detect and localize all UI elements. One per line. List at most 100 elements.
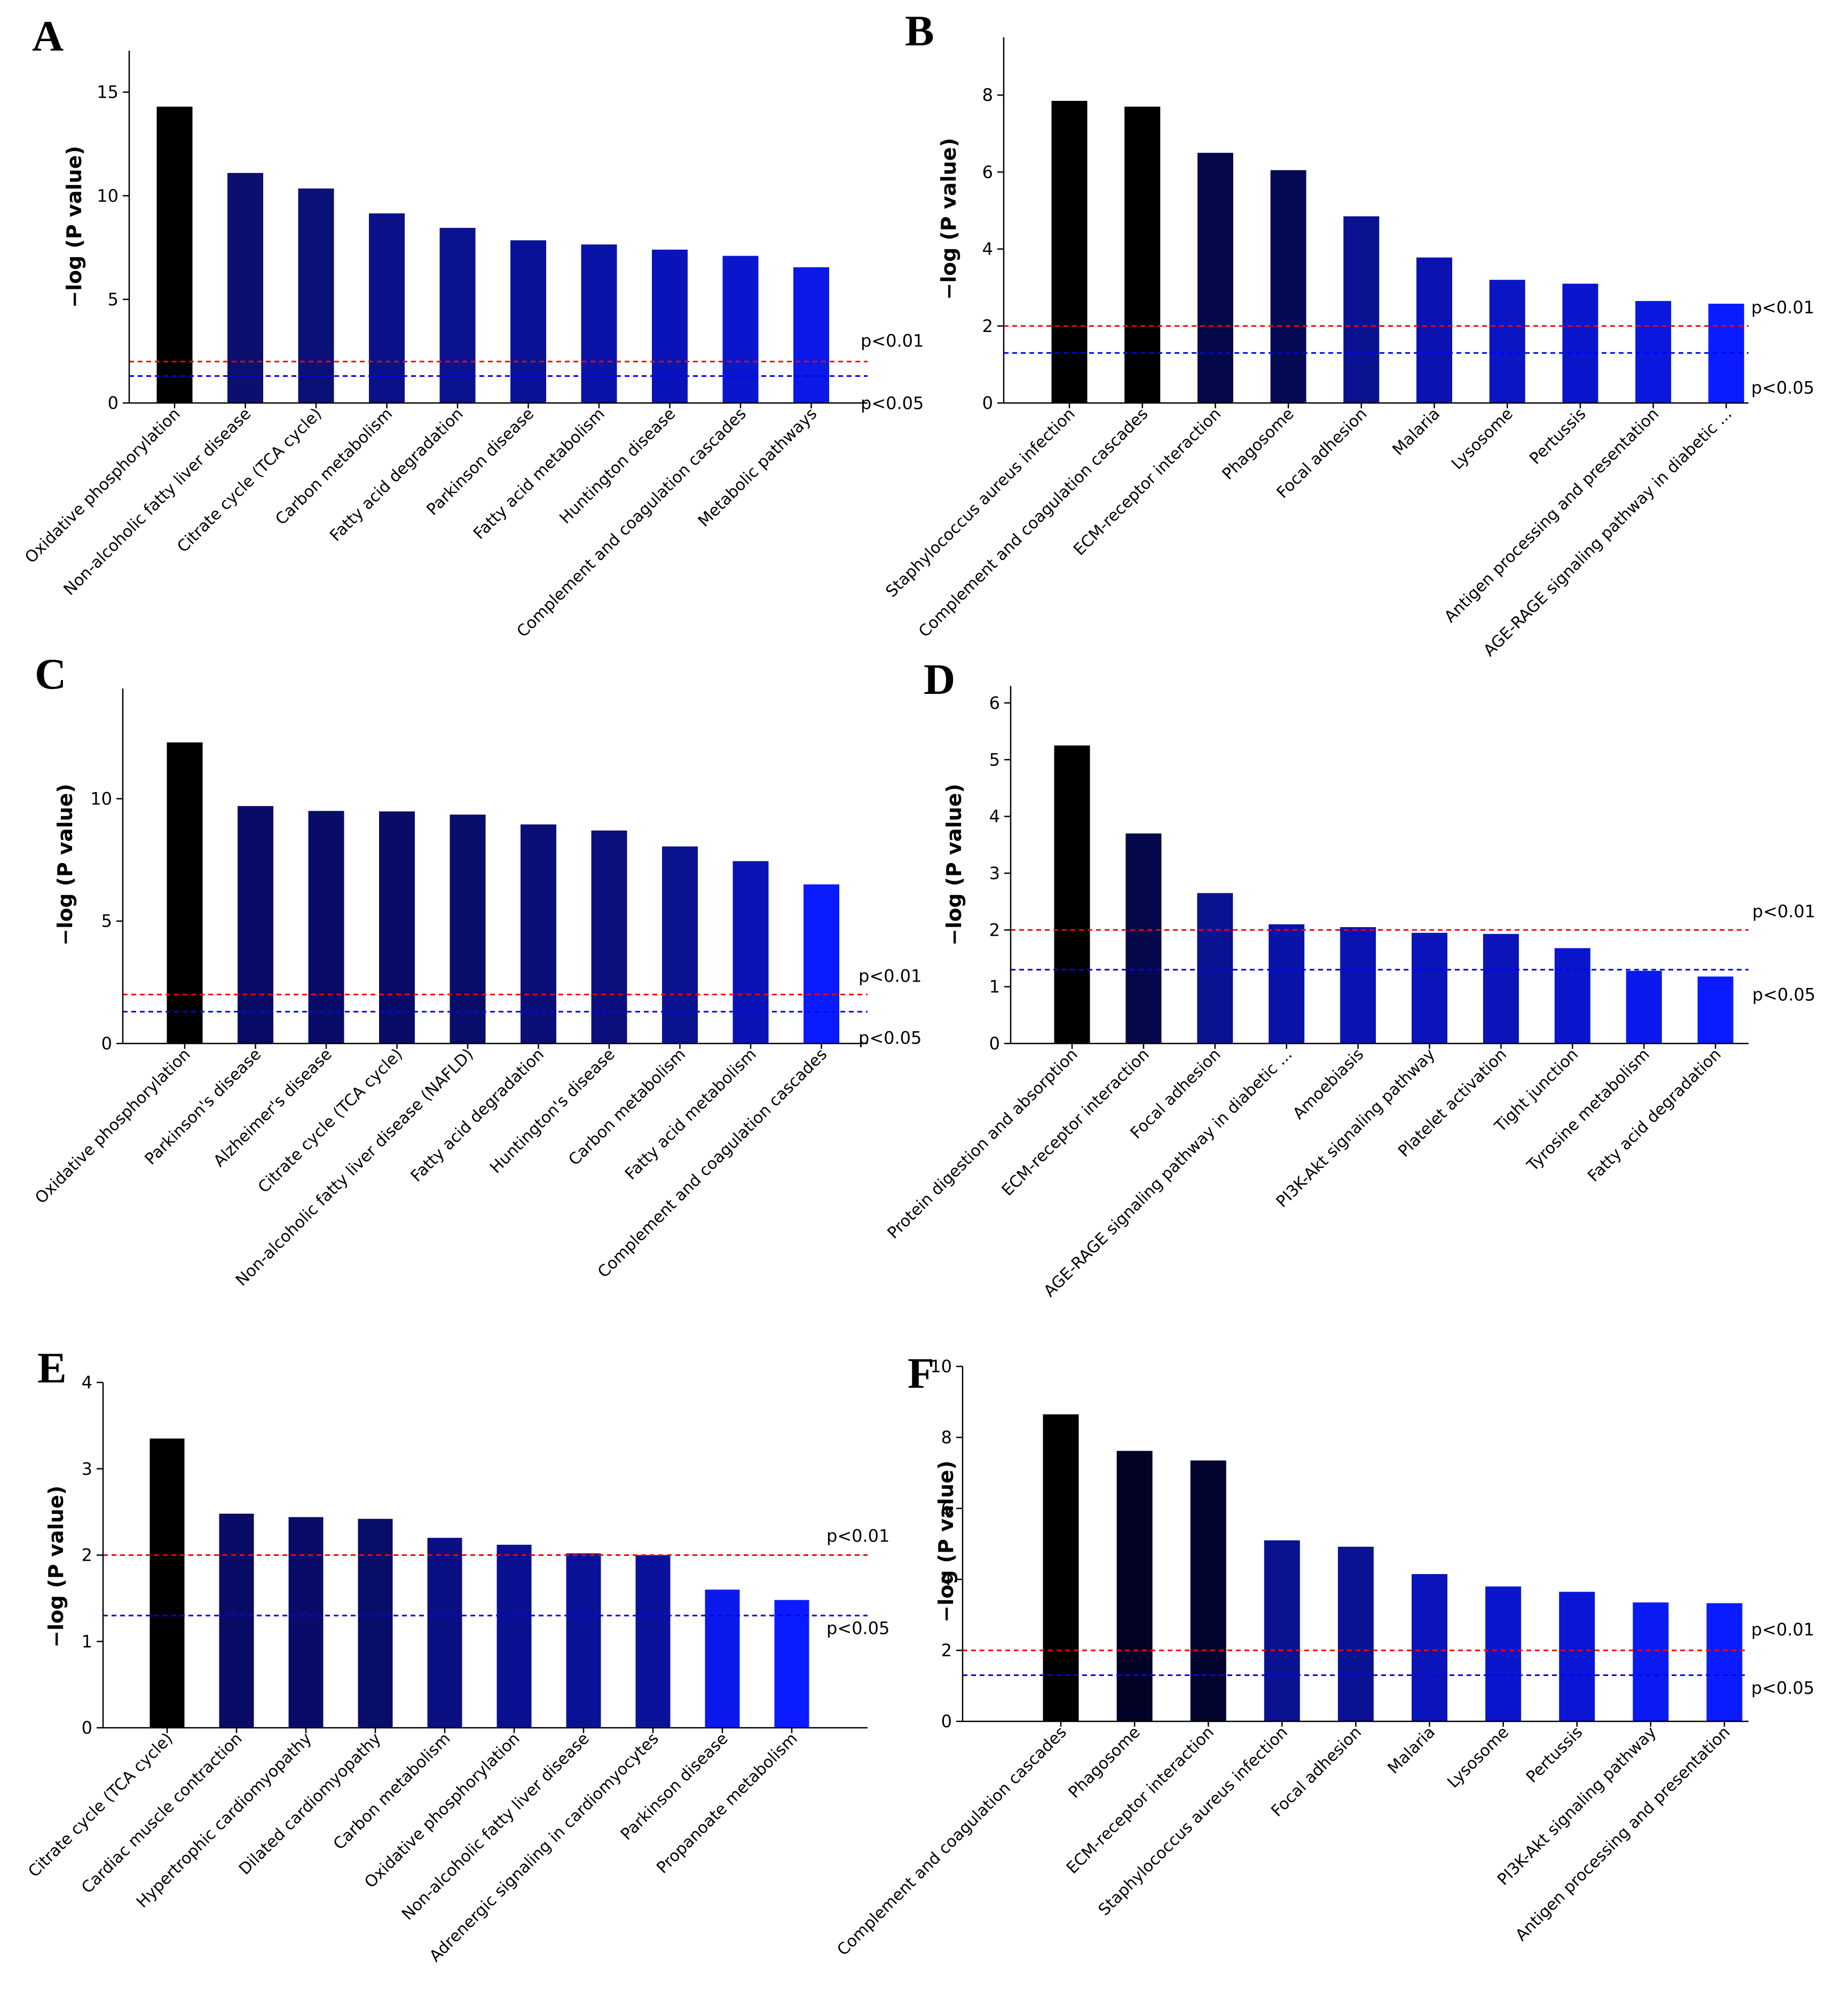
- category-label: Malaria: [1389, 405, 1444, 460]
- y-tick-label: 6: [982, 162, 993, 182]
- panel-letter: D: [924, 655, 955, 703]
- category-label: Carbon metabolism: [330, 1729, 454, 1854]
- category-label: Huntington disease: [556, 405, 679, 528]
- bar: [1554, 948, 1590, 1043]
- bar: [1190, 1460, 1226, 1721]
- y-tick-label: 2: [941, 1640, 952, 1661]
- category-label: Pertussis: [1526, 405, 1589, 468]
- bar: [1635, 301, 1672, 403]
- y-tick-label: 5: [108, 289, 119, 310]
- category-label: Non-alcoholic fatty liver disease (NAFLD…: [232, 1045, 477, 1290]
- bar: [705, 1590, 740, 1728]
- bar: [497, 1545, 532, 1728]
- bar: [288, 1517, 324, 1728]
- category-label: AGE-RAGE signaling pathway in diabetic .…: [1480, 405, 1736, 660]
- bar: [1633, 1602, 1669, 1721]
- bar: [662, 846, 698, 1043]
- category-label: Fatty acid metabolism: [621, 1045, 760, 1184]
- y-tick-label: 15: [97, 82, 119, 102]
- category-label: ECM-receptor interaction: [1063, 1723, 1218, 1878]
- bar: [238, 806, 273, 1043]
- threshold-label: p<0.05: [1751, 377, 1814, 398]
- bar: [793, 267, 829, 403]
- category-label: Complement and coagulation cascades: [833, 1723, 1070, 1959]
- category-label: Alzheimer's disease: [210, 1045, 335, 1171]
- category-label: Phagosome: [1219, 405, 1298, 484]
- category-label: Citrate cycle (TCA cycle): [25, 1729, 176, 1881]
- threshold-label: p<0.05: [859, 1027, 922, 1048]
- y-tick-label: 0: [989, 1033, 1000, 1054]
- y-tick-label: 1: [82, 1631, 92, 1651]
- category-label: Citrate cycle (TCA cycle): [174, 405, 325, 556]
- bar: [510, 240, 546, 403]
- y-tick-label: 2: [989, 920, 1000, 940]
- y-tick-label: 4: [941, 1569, 952, 1590]
- category-label: Malaria: [1384, 1723, 1439, 1778]
- y-tick-label: 6: [989, 693, 1000, 713]
- threshold-label: p<0.05: [1751, 1678, 1814, 1698]
- panel-letter: F: [908, 1349, 934, 1397]
- y-tick-label: 8: [982, 85, 993, 105]
- panel-letter: A: [32, 12, 64, 60]
- y-tick-label: 0: [82, 1718, 92, 1738]
- bar: [1412, 932, 1447, 1043]
- y-axis-label: −log (P value): [934, 1460, 958, 1622]
- y-tick-label: 10: [90, 788, 112, 809]
- category-label: Fatty acid degradation: [407, 1045, 548, 1186]
- y-tick-label: 10: [97, 186, 119, 206]
- bar: [1340, 927, 1376, 1043]
- bar: [227, 173, 263, 403]
- threshold-label: p<0.01: [1751, 297, 1814, 318]
- y-tick-label: 4: [982, 239, 993, 259]
- threshold-label: p<0.01: [861, 330, 924, 351]
- category-label: ECM-receptor interaction: [1070, 405, 1225, 559]
- bar: [1706, 1603, 1743, 1721]
- bar: [1412, 1574, 1447, 1721]
- panel-letter: C: [35, 650, 66, 698]
- category-label: Tyrosine metabolism: [1523, 1045, 1653, 1175]
- y-tick-label: 3: [82, 1459, 92, 1479]
- bar: [1337, 1546, 1374, 1721]
- category-label: Dilated cardiomyopathy: [235, 1729, 385, 1879]
- bar: [804, 884, 839, 1043]
- category-label: Pertussis: [1523, 1723, 1586, 1786]
- bar: [1051, 100, 1088, 403]
- y-axis-label: −log (P value): [44, 1485, 68, 1647]
- category-label: Fatty acid degradation: [1584, 1045, 1725, 1186]
- bar: [1197, 153, 1233, 403]
- category-label: Fatty acid metabolism: [470, 405, 609, 543]
- category-label: Huntington's disease: [486, 1045, 619, 1177]
- bar: [1043, 1414, 1079, 1721]
- bar: [1562, 283, 1598, 403]
- bar: [298, 188, 334, 403]
- bar: [156, 106, 193, 403]
- category-label: Carbon metabolism: [272, 405, 396, 529]
- category-label: PI3K-Akt signaling pathway: [1494, 1723, 1660, 1889]
- y-axis-label: −log (P value): [53, 784, 77, 945]
- bar: [774, 1600, 809, 1728]
- y-tick-label: 0: [108, 393, 119, 413]
- y-tick-label: 0: [941, 1711, 952, 1732]
- y-tick-label: 0: [101, 1033, 112, 1054]
- y-tick-label: 0: [982, 393, 993, 413]
- bar: [149, 1438, 185, 1728]
- bar: [733, 861, 769, 1043]
- y-tick-label: 1: [989, 977, 1000, 997]
- bar: [1125, 833, 1162, 1043]
- bar: [635, 1555, 671, 1728]
- bar: [439, 227, 476, 403]
- threshold-label: p<0.05: [861, 393, 924, 414]
- category-label: Fatty acid degradation: [326, 405, 467, 545]
- threshold-label: p<0.01: [859, 966, 922, 986]
- bar: [427, 1538, 462, 1728]
- bar: [219, 1513, 254, 1728]
- category-label: Lysosome: [1444, 1723, 1513, 1792]
- threshold-label: p<0.01: [1752, 901, 1815, 921]
- bar: [1485, 1586, 1522, 1721]
- bar: [1483, 934, 1519, 1043]
